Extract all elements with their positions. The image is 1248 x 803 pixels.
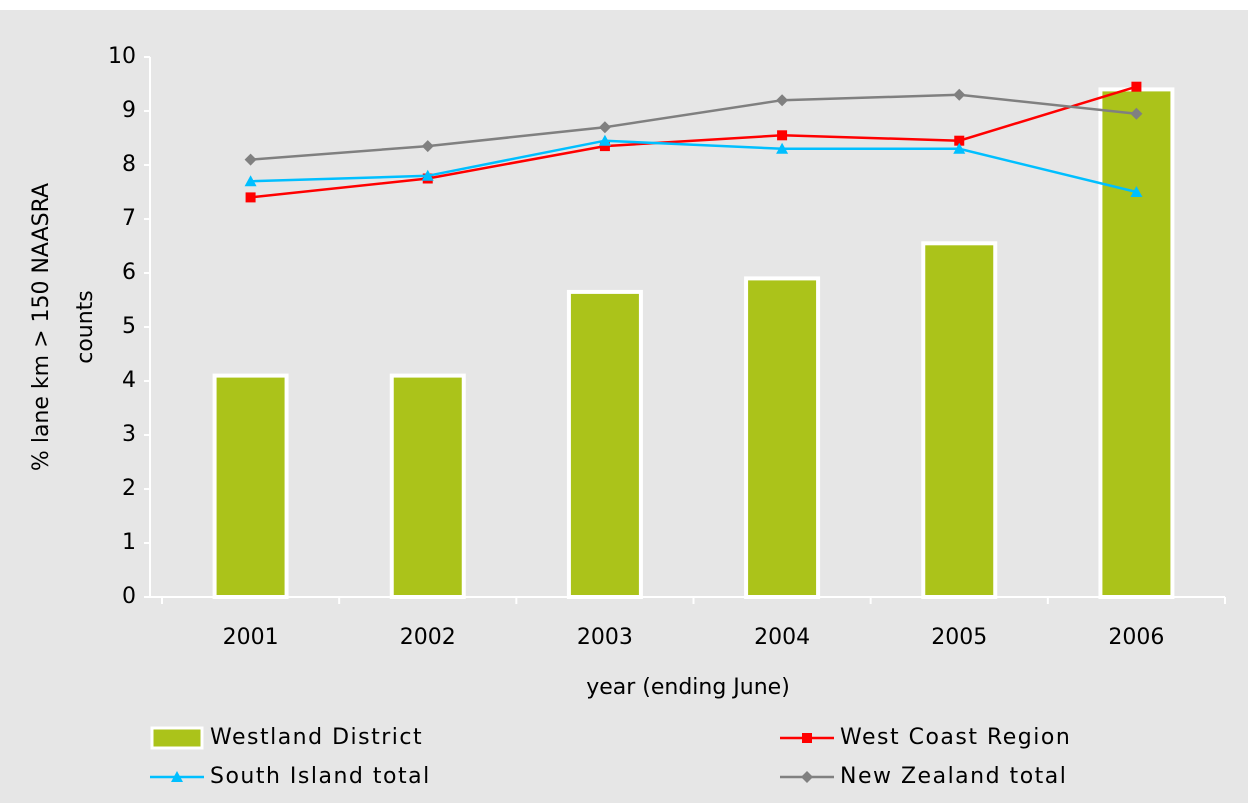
- legend-marker: [171, 771, 183, 782]
- line-marker: [1131, 81, 1142, 92]
- legend-label: West Coast Region: [840, 725, 1071, 750]
- line-marker: [953, 142, 966, 154]
- x-tick-label: 2005: [931, 625, 987, 650]
- x-axis-label: year (ending June): [586, 675, 790, 700]
- line-marker: [245, 192, 256, 203]
- line-marker: [1130, 186, 1143, 197]
- line: [250, 93, 1137, 161]
- legend-label: South Island total: [210, 764, 431, 789]
- line-marker: [598, 121, 611, 134]
- y-tick-label: 4: [122, 368, 136, 393]
- y-tick-label: 0: [122, 584, 136, 609]
- line: [250, 85, 1137, 199]
- line-marker: [244, 153, 257, 166]
- bar: [921, 241, 998, 600]
- y-tick-label: 7: [122, 206, 136, 231]
- x-tick-label: 2004: [754, 625, 810, 650]
- bar: [212, 373, 289, 599]
- line-marker: [599, 141, 610, 152]
- bar: [389, 373, 466, 599]
- y-tick-label: 9: [122, 98, 136, 123]
- legend-label: New Zealand total: [840, 764, 1067, 789]
- y-tick-label: 5: [122, 314, 136, 339]
- y-tick-label: 6: [122, 260, 136, 285]
- line-marker: [421, 169, 434, 181]
- legend-label: Westland District: [210, 725, 423, 750]
- bar: [566, 289, 643, 599]
- y-tick-label: 10: [108, 44, 136, 69]
- x-tick-label: 2006: [1108, 625, 1164, 650]
- legend-swatch: [150, 726, 204, 750]
- line-marker: [244, 175, 257, 187]
- y-tick-label: 2: [122, 476, 136, 501]
- line-marker: [776, 94, 789, 107]
- legend-marker: [802, 733, 812, 743]
- line-marker: [954, 135, 965, 146]
- legend-marker: [801, 771, 813, 783]
- y-tick-label: 1: [122, 530, 136, 555]
- y-tick-label: 3: [122, 422, 136, 447]
- bar: [744, 276, 821, 599]
- x-tick-label: 2001: [223, 625, 279, 650]
- y-axis-label: counts: [73, 290, 98, 364]
- x-tick-label: 2002: [400, 625, 456, 650]
- y-axis-label: % lane km > 150 NAASRA: [29, 183, 54, 471]
- line: [250, 139, 1137, 194]
- bar: [1098, 87, 1175, 600]
- line-marker: [421, 140, 434, 153]
- x-tick-label: 2003: [577, 625, 633, 650]
- y-tick-label: 8: [122, 152, 136, 177]
- line-marker: [777, 130, 788, 141]
- line-marker: [1130, 107, 1143, 120]
- line-marker: [953, 88, 966, 101]
- line-marker: [598, 134, 611, 146]
- line-marker: [776, 142, 789, 154]
